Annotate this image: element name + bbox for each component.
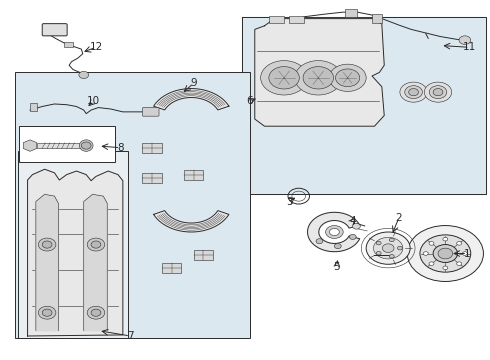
Circle shape	[329, 64, 366, 91]
Circle shape	[429, 262, 434, 265]
Circle shape	[382, 244, 394, 252]
Polygon shape	[255, 19, 384, 126]
Circle shape	[457, 262, 462, 265]
Text: 2: 2	[395, 213, 402, 222]
Polygon shape	[153, 211, 229, 232]
Circle shape	[424, 82, 452, 102]
Circle shape	[438, 248, 453, 259]
FancyBboxPatch shape	[143, 108, 159, 116]
Text: 10: 10	[87, 96, 100, 106]
Circle shape	[433, 89, 443, 96]
Circle shape	[429, 86, 447, 99]
Polygon shape	[153, 89, 229, 110]
Circle shape	[38, 238, 56, 251]
Circle shape	[42, 241, 52, 248]
Circle shape	[420, 235, 471, 272]
Text: 5: 5	[334, 262, 340, 272]
Text: 1: 1	[464, 248, 470, 258]
Bar	[143, 143, 162, 153]
Circle shape	[316, 239, 323, 244]
Bar	[270, 17, 284, 23]
Circle shape	[390, 238, 394, 242]
Circle shape	[87, 238, 105, 251]
Text: 8: 8	[117, 143, 123, 153]
Circle shape	[295, 60, 342, 95]
Circle shape	[457, 242, 462, 245]
Circle shape	[376, 241, 381, 245]
Bar	[143, 173, 162, 183]
Circle shape	[303, 67, 334, 89]
Bar	[162, 263, 181, 273]
Circle shape	[459, 36, 471, 44]
Circle shape	[269, 67, 299, 89]
Circle shape	[443, 266, 448, 270]
Bar	[372, 14, 382, 23]
Circle shape	[352, 224, 360, 229]
Circle shape	[42, 309, 52, 316]
Bar	[30, 103, 37, 111]
Bar	[345, 9, 357, 17]
Circle shape	[423, 252, 428, 255]
Text: 4: 4	[349, 216, 356, 226]
Polygon shape	[308, 212, 360, 252]
Polygon shape	[84, 194, 107, 330]
Circle shape	[91, 241, 101, 248]
Circle shape	[366, 232, 410, 264]
Bar	[19, 126, 115, 162]
Circle shape	[326, 226, 343, 238]
Circle shape	[407, 226, 484, 282]
Text: 9: 9	[191, 78, 197, 88]
Bar	[289, 17, 304, 23]
Bar	[184, 170, 203, 180]
Circle shape	[38, 306, 56, 319]
Circle shape	[349, 234, 356, 239]
Circle shape	[79, 71, 89, 78]
Circle shape	[443, 237, 448, 241]
Circle shape	[400, 82, 427, 102]
Text: 12: 12	[89, 42, 102, 52]
Polygon shape	[242, 17, 486, 194]
Circle shape	[336, 69, 360, 87]
Polygon shape	[36, 194, 58, 330]
Circle shape	[334, 244, 341, 249]
Bar	[37, 143, 86, 148]
Circle shape	[261, 60, 308, 95]
Circle shape	[409, 89, 418, 96]
Ellipse shape	[79, 140, 93, 151]
Text: 11: 11	[463, 42, 476, 52]
Circle shape	[405, 86, 422, 99]
Bar	[64, 41, 73, 47]
Circle shape	[397, 246, 402, 250]
Bar	[194, 250, 213, 260]
Circle shape	[376, 251, 381, 255]
Circle shape	[81, 142, 91, 149]
Circle shape	[463, 252, 467, 255]
Bar	[15, 72, 250, 338]
Circle shape	[390, 255, 394, 258]
Text: 3: 3	[286, 197, 293, 207]
Circle shape	[87, 306, 105, 319]
Circle shape	[330, 228, 339, 235]
Bar	[18, 151, 128, 338]
Circle shape	[373, 237, 403, 259]
Polygon shape	[27, 169, 123, 336]
Circle shape	[429, 242, 434, 245]
Text: 7: 7	[127, 331, 133, 341]
Circle shape	[91, 309, 101, 316]
Circle shape	[433, 244, 458, 262]
Text: 6: 6	[246, 96, 253, 106]
FancyBboxPatch shape	[42, 24, 67, 36]
